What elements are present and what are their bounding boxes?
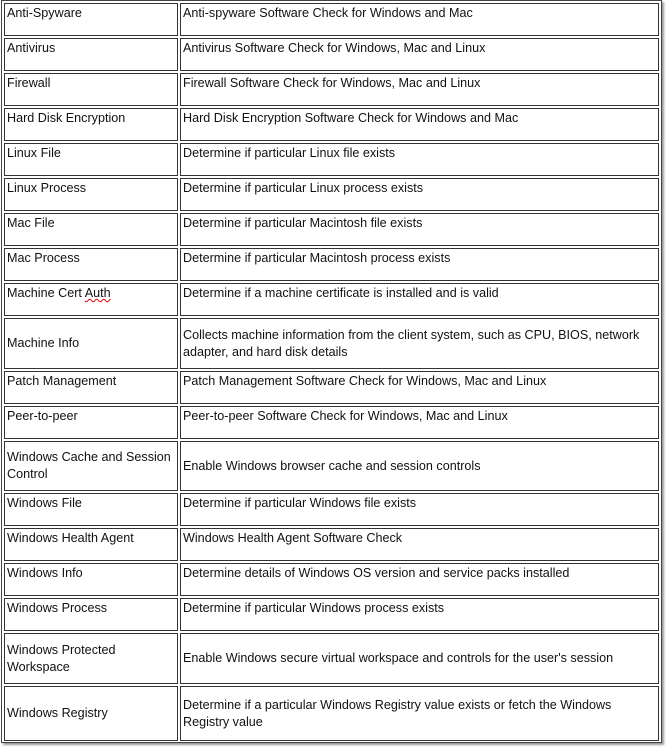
check-description-cell: Firewall Software Check for Windows, Mac… (180, 73, 659, 106)
check-description-cell: Determine if particular Windows process … (180, 598, 659, 631)
table-row: Windows Process Determine if particular W… (4, 598, 659, 631)
check-name: Hard Disk Encryption (7, 111, 126, 125)
check-name: Patch Management (7, 374, 117, 388)
table-row: Windows File Determine if particular Wind… (4, 493, 659, 526)
check-name-cell: Hard Disk Encryption (4, 108, 178, 141)
check-name: Windows Health Agent (7, 531, 134, 545)
check-name-cell: Peer-to-peer (4, 406, 178, 439)
table-row: Machine Info Collects machine information… (4, 318, 659, 369)
check-name: Firewall (7, 76, 51, 90)
check-name: Peer-to-peer (7, 409, 78, 423)
check-description-cell: Hard Disk Encryption Software Check for … (180, 108, 659, 141)
check-name: Windows File (7, 496, 82, 510)
check-name: Windows Registry (7, 706, 108, 720)
check-name-cell: Firewall (4, 73, 178, 106)
check-name: Linux File (7, 146, 61, 160)
table-row: Linux File Determine if particular Linux … (4, 143, 659, 176)
check-name: Windows Process (7, 601, 108, 615)
check-description-cell: Determine if particular Linux file exist… (180, 143, 659, 176)
check-description-cell: Determine if particular Linux process ex… (180, 178, 659, 211)
check-name: Windows Protected Workspace (7, 642, 116, 674)
table-row: Patch Management Patch Management Softwar… (4, 371, 659, 404)
check-name-cell: Linux Process (4, 178, 178, 211)
table-row: Windows Protected Workspace Enable Window… (4, 633, 659, 684)
table-row: Windows Info Determine details of Windows… (4, 563, 659, 596)
check-name-cell: Windows File (4, 493, 178, 526)
check-name-cell: Mac File (4, 213, 178, 246)
check-name: Machine Info (7, 336, 80, 350)
check-description-cell: Enable Windows browser cache and session… (180, 441, 659, 491)
check-description-cell: Enable Windows secure virtual workspace … (180, 633, 659, 684)
check-description-cell: Determine details of Windows OS version … (180, 563, 659, 596)
check-name: Mac File (7, 216, 55, 230)
check-description-cell: Determine if a particular Windows Regist… (180, 686, 659, 741)
table-row: Mac Process Determine if particular Macin… (4, 248, 659, 281)
check-description-cell: Antivirus Software Check for Windows, Ma… (180, 38, 659, 71)
check-description-cell: Windows Health Agent Software Check (180, 528, 659, 561)
table-row: Antivirus Antivirus Software Check for Wi… (4, 38, 659, 71)
check-description-cell: Patch Management Software Check for Wind… (180, 371, 659, 404)
spellcheck-mark: Auth (84, 286, 111, 300)
check-description-cell: Peer-to-peer Software Check for Windows,… (180, 406, 659, 439)
check-name: Linux Process (7, 181, 87, 195)
check-name-cell: Machine Cert Auth (4, 283, 178, 316)
check-name: Antivirus (7, 41, 56, 55)
check-name-cell: Windows Info (4, 563, 178, 596)
check-name-cell: Windows Registry (4, 686, 178, 741)
check-description-cell: Anti-spyware Software Check for Windows … (180, 3, 659, 36)
check-name-cell: Windows Cache and Session Control (4, 441, 178, 491)
table-row: Peer-to-peer Peer-to-peer Software Check … (4, 406, 659, 439)
table-row: Hard Disk Encryption Hard Disk Encryption… (4, 108, 659, 141)
check-name-cell: Linux File (4, 143, 178, 176)
table-row: Anti-Spyware Anti-spyware Software Check … (4, 3, 659, 36)
table-row: Windows Registry Determine if a particula… (4, 686, 659, 741)
table-row: Linux Process Determine if particular Lin… (4, 178, 659, 211)
check-description-cell: Collects machine information from the cl… (180, 318, 659, 369)
table-row: Windows Cache and Session Control Enable … (4, 441, 659, 491)
table-row: Firewall Firewall Software Check for Wind… (4, 73, 659, 106)
check-name-cell: Antivirus (4, 38, 178, 71)
check-name-cell: Windows Health Agent (4, 528, 178, 561)
check-description-cell: Determine if particular Macintosh file e… (180, 213, 659, 246)
check-description-cell: Determine if a machine certificate is in… (180, 283, 659, 316)
table-row: Windows Health Agent Windows Health Agent… (4, 528, 659, 561)
check-name: Machine Cert Auth (7, 286, 111, 300)
check-name: Windows Cache and Session Control (7, 450, 171, 481)
check-name-cell: Anti-Spyware (4, 3, 178, 36)
table-row: Machine Cert Auth Determine if a machine … (4, 283, 659, 316)
check-description-cell: Determine if particular Windows file exi… (180, 493, 659, 526)
check-description-cell: Determine if particular Macintosh proces… (180, 248, 659, 281)
check-name-cell: Mac Process (4, 248, 178, 281)
check-name-cell: Machine Info (4, 318, 178, 369)
check-name: Windows Info (7, 566, 83, 580)
check-name-cell: Windows Protected Workspace (4, 633, 178, 684)
table-row: Mac File Determine if particular Macintos… (4, 213, 659, 246)
check-name-cell: Windows Process (4, 598, 178, 631)
check-name-cell: Patch Management (4, 371, 178, 404)
check-name: Anti-Spyware (7, 6, 82, 20)
check-name: Mac Process (7, 251, 80, 265)
